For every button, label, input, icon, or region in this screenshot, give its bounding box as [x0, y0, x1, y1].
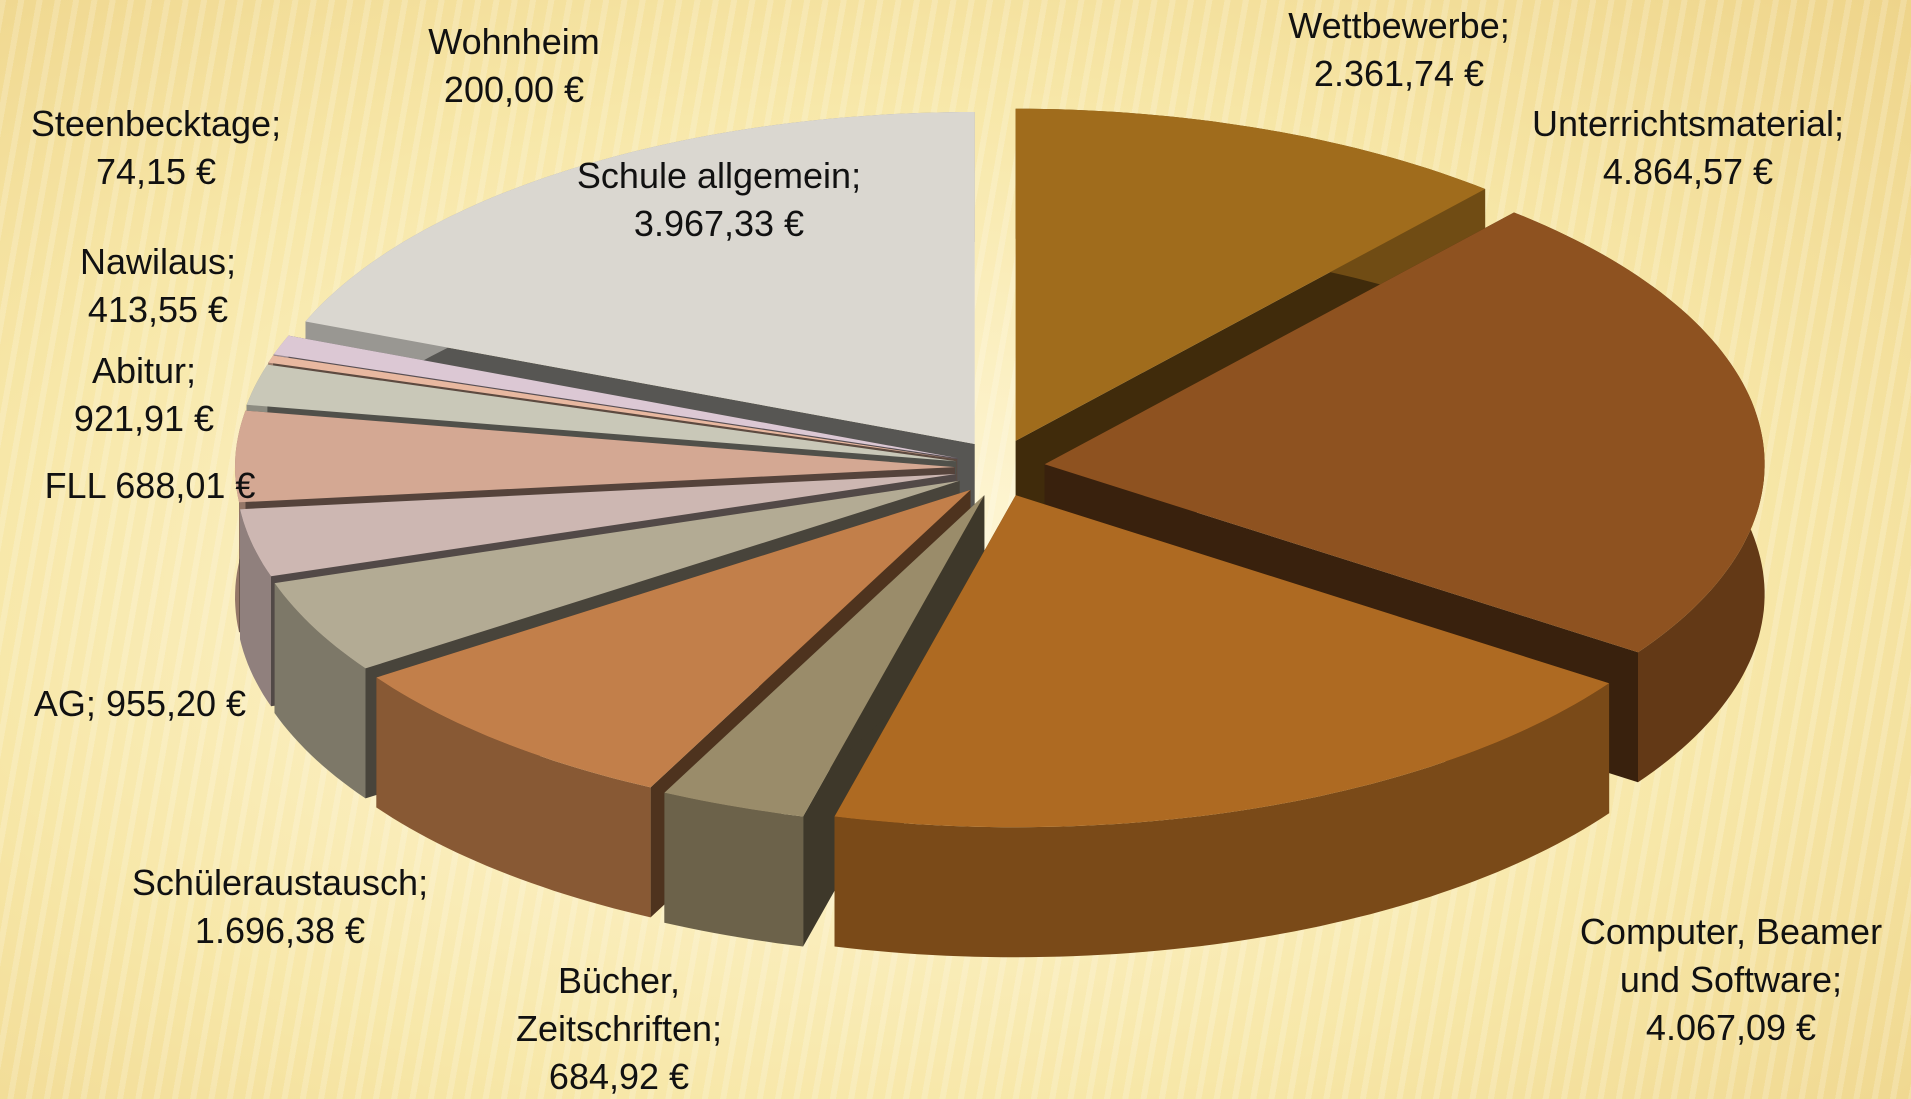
slice: [376, 489, 971, 788]
label-name: FLL: [44, 465, 106, 506]
data-label: Wohnheim 200,00 €: [314, 18, 714, 114]
slice: [274, 480, 960, 669]
label-name: Wettbewerbe;: [1288, 5, 1510, 46]
label-value: 3.967,33 €: [633, 203, 805, 244]
label-name: Unterrichtsmaterial;: [1531, 103, 1845, 144]
slice: [834, 495, 1610, 828]
slice-side: [274, 480, 960, 714]
data-label: Schule allgemein; 3.967,33 €: [519, 152, 919, 248]
slice-wall: [664, 792, 804, 947]
data-label: FLL 688,01 €: [0, 462, 350, 510]
label-name: Schüleraustausch;: [131, 862, 429, 903]
data-label: Schüleraustausch; 1.696,38 €: [80, 859, 480, 955]
data-label: Abitur; 921,91 €: [0, 347, 344, 443]
slice-wall: [376, 677, 651, 918]
label-name: Abitur;: [91, 350, 197, 391]
data-label: Steenbecktage; 74,15 €: [0, 100, 356, 196]
label-value: 74,15 €: [95, 151, 217, 192]
label-value: 684,92 €: [548, 1056, 690, 1097]
label-value: 1.696,38 €: [194, 910, 366, 951]
slice-wall: [274, 583, 366, 799]
data-label: Computer, Beamer und Software; 4.067,09 €: [1561, 908, 1901, 1052]
slice: [268, 355, 958, 460]
label-value: 4.864,57 €: [1602, 151, 1774, 192]
label-name: AG;: [33, 683, 96, 724]
data-label: Wettbewerbe; 2.361,74 €: [1199, 2, 1599, 98]
slice: [235, 410, 955, 503]
label-value: 921,91 €: [73, 398, 215, 439]
slice-wall: [834, 683, 1610, 958]
data-label: Nawilaus; 413,55 €: [0, 238, 358, 334]
data-label: AG; 955,20 €: [0, 680, 340, 728]
slice: [273, 335, 958, 459]
label-value: 4.067,09 €: [1645, 1007, 1817, 1048]
slice: [305, 112, 975, 444]
label-value: 413,55 €: [87, 289, 229, 330]
label-name: Bücher, Zeitschriften;: [515, 960, 723, 1049]
label-value: 688,01 €: [115, 465, 256, 506]
label-name: Wohnheim: [428, 21, 600, 62]
label-name: Steenbecktage;: [30, 103, 282, 144]
label-name: Nawilaus;: [79, 241, 237, 282]
label-value: 200,00 €: [443, 69, 585, 110]
data-label: Unterrichtsmaterial; 4.864,57 €: [1488, 100, 1888, 196]
slice: [240, 474, 956, 577]
slice: [246, 364, 957, 462]
slice: [1015, 108, 1486, 441]
label-name: Schule allgemein;: [576, 155, 862, 196]
label-name: Computer, Beamer und Software;: [1579, 911, 1883, 1000]
label-value: 955,20 €: [105, 683, 247, 724]
slice-wall: [240, 509, 271, 707]
label-value: 2.361,74 €: [1313, 53, 1485, 94]
slice: [664, 495, 985, 817]
data-label: Bücher, Zeitschriften; 684,92 €: [489, 957, 749, 1099]
slice: [1044, 212, 1765, 653]
